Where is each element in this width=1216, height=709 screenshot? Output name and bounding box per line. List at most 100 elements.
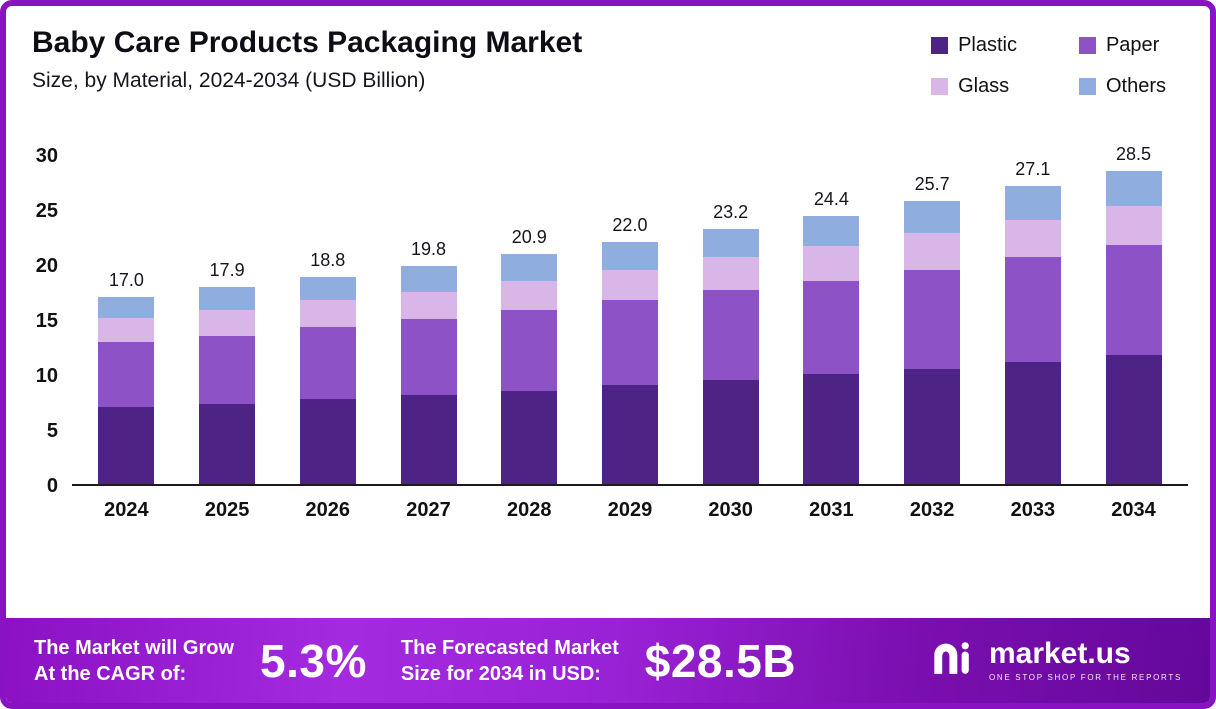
legend-swatch-icon: [1078, 78, 1096, 95]
bar-column: 23.2: [701, 202, 761, 484]
x-axis-label: 2032: [909, 499, 955, 521]
bar-column: 25.7: [902, 174, 962, 484]
plot-area: 17.0 17.9 18.8 19.8 20.9 22.0 23.2 24.4 25.7 27.1…: [72, 144, 1188, 522]
bar-column: 18.8: [298, 250, 358, 484]
x-axis-label: 2031: [809, 499, 854, 521]
x-axis-label: 2026: [305, 499, 351, 521]
bar-column: 17.0: [96, 270, 156, 484]
bar-segment-glass: [803, 246, 860, 281]
bar-column: 22.0: [600, 215, 660, 484]
bar-segment-paper: [904, 269, 961, 369]
bar-total-label: 22.0: [612, 215, 648, 236]
cagr-value: 5.3%: [260, 634, 367, 687]
y-axis-tick-label: 25: [35, 200, 58, 222]
bar-segment-others: [299, 277, 356, 301]
brand-name: market.us: [988, 637, 1131, 670]
legend-swatch-icon: [931, 37, 949, 54]
bar-segment-glass: [299, 300, 356, 327]
bar-segment-glass: [98, 317, 155, 343]
legend-item-glass: Glass: [931, 75, 1017, 98]
bar-segment-plastic: [803, 374, 860, 484]
forecast-value: $28.5B: [644, 634, 797, 687]
y-axis-tick-label: 15: [35, 310, 58, 332]
legend-item-paper: Paper: [1078, 34, 1166, 57]
page-subtitle: Size, by Material, 2024-2034 (USD Billio…: [32, 69, 426, 92]
header: Baby Care Products Packaging Market Size…: [6, 6, 1210, 98]
legend-label: Glass: [958, 75, 1010, 97]
bar-total-label: 18.8: [310, 250, 346, 271]
x-axis-label: 2025: [204, 499, 250, 521]
y-axis: 0 5 10 15 20 25 30: [6, 146, 72, 496]
bar-total-label: 17.9: [209, 260, 245, 281]
cagr-label: The Market will Grow At the CAGR of:: [34, 636, 235, 685]
bar-segment-others: [199, 287, 256, 311]
bar-total-label: 19.8: [410, 239, 447, 260]
x-axis-labels: 2024 2025 2026 2027 2028 2029 2030 2031 2032 2033…: [72, 499, 1188, 522]
bar-stack: [1004, 185, 1061, 484]
legend-swatch-icon: [1078, 37, 1096, 54]
bar-segment-paper: [1105, 245, 1162, 356]
bar-segment-others: [98, 297, 155, 318]
bar-total-label: 17.0: [108, 270, 144, 291]
bar-total-label: 24.4: [813, 188, 849, 209]
x-axis-label: 2029: [607, 499, 653, 521]
bar-segment-glass: [702, 257, 759, 291]
bar-segment-paper: [601, 300, 658, 385]
x-axis-label: 2027: [406, 499, 451, 521]
footer-banner: The Market will Grow At the CAGR of: 5.3…: [6, 618, 1210, 703]
bar-segment-paper: [1004, 257, 1061, 362]
bar-segment-paper: [702, 290, 759, 380]
bar-segment-others: [702, 228, 759, 258]
legend-swatch-icon: [931, 78, 949, 95]
bar-stack: [1105, 170, 1162, 484]
x-axis-label: 2024: [104, 499, 149, 521]
bar-column: 28.5: [1104, 144, 1164, 484]
bars: 17.0 17.9 18.8 19.8 20.9 22.0 23.2 24.4 25.7 27.1…: [72, 144, 1188, 486]
bar-stack: [299, 277, 356, 484]
bar-segment-glass: [199, 310, 256, 336]
bar-segment-plastic: [199, 403, 256, 484]
bar-segment-glass: [1004, 220, 1061, 258]
bar-segment-plastic: [299, 399, 356, 484]
forecast-label: The Forecasted Market Size for 2034 in U…: [400, 636, 619, 685]
legend-item-others: Others: [1078, 75, 1166, 98]
bar-stack: [803, 215, 860, 484]
bar-column: 24.4: [801, 189, 861, 484]
bar-segment-plastic: [1105, 355, 1162, 484]
bar-segment-others: [400, 266, 457, 292]
x-axis-label: 2030: [708, 499, 753, 521]
bar-segment-plastic: [904, 368, 961, 484]
bar-total-label: 27.1: [1015, 158, 1051, 179]
legend-label: Paper: [1105, 34, 1160, 56]
bar-segment-glass: [501, 280, 558, 311]
bar-total-label: 23.2: [713, 201, 749, 222]
y-axis-tick-label: 0: [46, 475, 58, 497]
chart-legend: Plastic Paper Glass Others: [931, 26, 1166, 98]
bar-segment-others: [501, 254, 558, 281]
y-axis-tick-label: 5: [46, 420, 58, 442]
bar-segment-paper: [400, 319, 457, 395]
bar-segment-others: [904, 201, 961, 234]
bar-stack: [98, 297, 155, 484]
bar-stack: [501, 254, 558, 484]
bar-segment-paper: [501, 310, 558, 391]
bar-segment-paper: [199, 335, 256, 404]
bar-segment-glass: [601, 269, 658, 301]
legend-label: Others: [1105, 75, 1166, 97]
titles: Baby Care Products Packaging Market Size…: [32, 26, 582, 98]
bar-segment-glass: [400, 291, 457, 320]
bar-segment-others: [601, 242, 658, 270]
bar-total-label: 25.7: [914, 174, 950, 195]
bar-total-label: 20.9: [511, 227, 547, 248]
bar-segment-plastic: [601, 385, 658, 484]
brand-tagline: ONE STOP SHOP FOR THE REPORTS: [988, 673, 1182, 682]
bar-column: 19.8: [399, 239, 459, 484]
brand-text: market.us ONE STOP SHOP FOR THE REPORTS: [988, 637, 1182, 683]
bar-column: 27.1: [1003, 159, 1063, 484]
bar-stack: [904, 201, 961, 484]
x-axis-label: 2033: [1010, 499, 1056, 521]
y-axis-tick-label: 10: [35, 365, 58, 387]
bar-segment-plastic: [702, 379, 759, 484]
bar-segment-plastic: [98, 407, 155, 484]
